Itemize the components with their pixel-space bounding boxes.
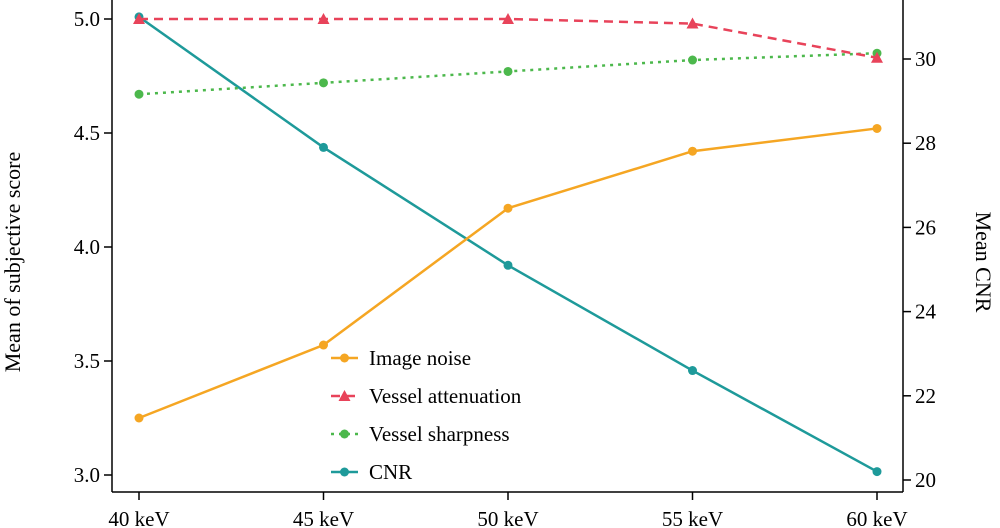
legend-swatch-marker — [338, 390, 351, 401]
vessel-attenuation-point — [686, 17, 699, 29]
vessel-attenuation-point — [502, 13, 514, 24]
y-tick-label: 4.0 — [74, 235, 100, 259]
legend-swatch-marker — [340, 429, 349, 439]
image-noise-point — [688, 146, 697, 156]
x-tick-label: 50 keV — [477, 507, 538, 528]
series-vessel-attenuation — [133, 13, 883, 63]
legend-label: Vessel attenuation — [369, 384, 522, 408]
y2-tick-label: 28 — [915, 131, 936, 155]
series-image-noise — [134, 123, 882, 423]
right-y-axis: 20 22 24 26 28 30 — [903, 47, 937, 492]
legend-item-vessel-attenuation: Vessel attenuation — [331, 384, 522, 408]
cnr-point — [319, 142, 328, 152]
legend-item-image-noise: Image noise — [331, 346, 471, 370]
y2-tick-label: 22 — [915, 384, 936, 408]
legend-label: CNR — [369, 460, 412, 484]
y2-tick-label: 30 — [915, 47, 936, 71]
x-tick-label: 55 keV — [662, 507, 723, 528]
vessel-sharpness-point — [688, 55, 697, 65]
image-noise-point — [319, 340, 328, 350]
vessel-attenuation-line — [139, 17, 878, 59]
image-noise-line — [138, 127, 878, 420]
y2-axis-title: Mean CNR — [971, 212, 996, 313]
legend-swatch-marker — [340, 467, 349, 477]
y-tick-label: 5.0 — [74, 7, 100, 31]
cnr-point — [872, 467, 882, 477]
vessel-attenuation-point — [133, 13, 145, 24]
image-noise-point — [872, 123, 882, 133]
vessel-sharpness-point — [319, 78, 328, 88]
legend-item-cnr: CNR — [331, 460, 412, 484]
image-noise-point — [134, 413, 144, 423]
y-tick-label: 3.0 — [74, 463, 100, 487]
vessel-sharpness-point — [503, 66, 513, 76]
legend-label: Image noise — [369, 346, 471, 370]
vessel-attenuation-point — [317, 13, 330, 24]
vessel-attenuation-point — [871, 51, 883, 63]
image-noise-point — [503, 203, 513, 213]
x-tick-label: 45 keV — [293, 507, 354, 528]
y-tick-label: 4.5 — [74, 121, 100, 145]
x-tick-label: 60 keV — [846, 507, 907, 528]
series-vessel-sharpness — [134, 48, 882, 99]
y2-tick-label: 20 — [915, 468, 936, 492]
cnr-point — [503, 260, 513, 270]
left-y-axis: 3.0 3.5 4.0 4.5 5.0 — [74, 7, 112, 487]
x-axis: 40 keV 45 keV 50 keV 55 keV 60 keV — [108, 492, 908, 528]
legend-label: Vessel sharpness — [369, 422, 510, 446]
legend-item-vessel-sharpness: Vessel sharpness — [331, 422, 510, 446]
legend-swatch-marker — [340, 353, 349, 363]
y2-tick-label: 24 — [915, 300, 937, 324]
y2-tick-label: 26 — [915, 215, 936, 239]
x-tick-label: 40 keV — [108, 507, 169, 528]
series-layer — [133, 12, 883, 477]
y-axis-title: Mean of subjective score — [0, 152, 25, 373]
vessel-sharpness-point — [134, 89, 144, 99]
cnr-point — [688, 366, 697, 376]
legend: Image noise Vessel attenuation Vessel shar… — [331, 346, 522, 484]
y-tick-label: 3.5 — [74, 349, 100, 373]
